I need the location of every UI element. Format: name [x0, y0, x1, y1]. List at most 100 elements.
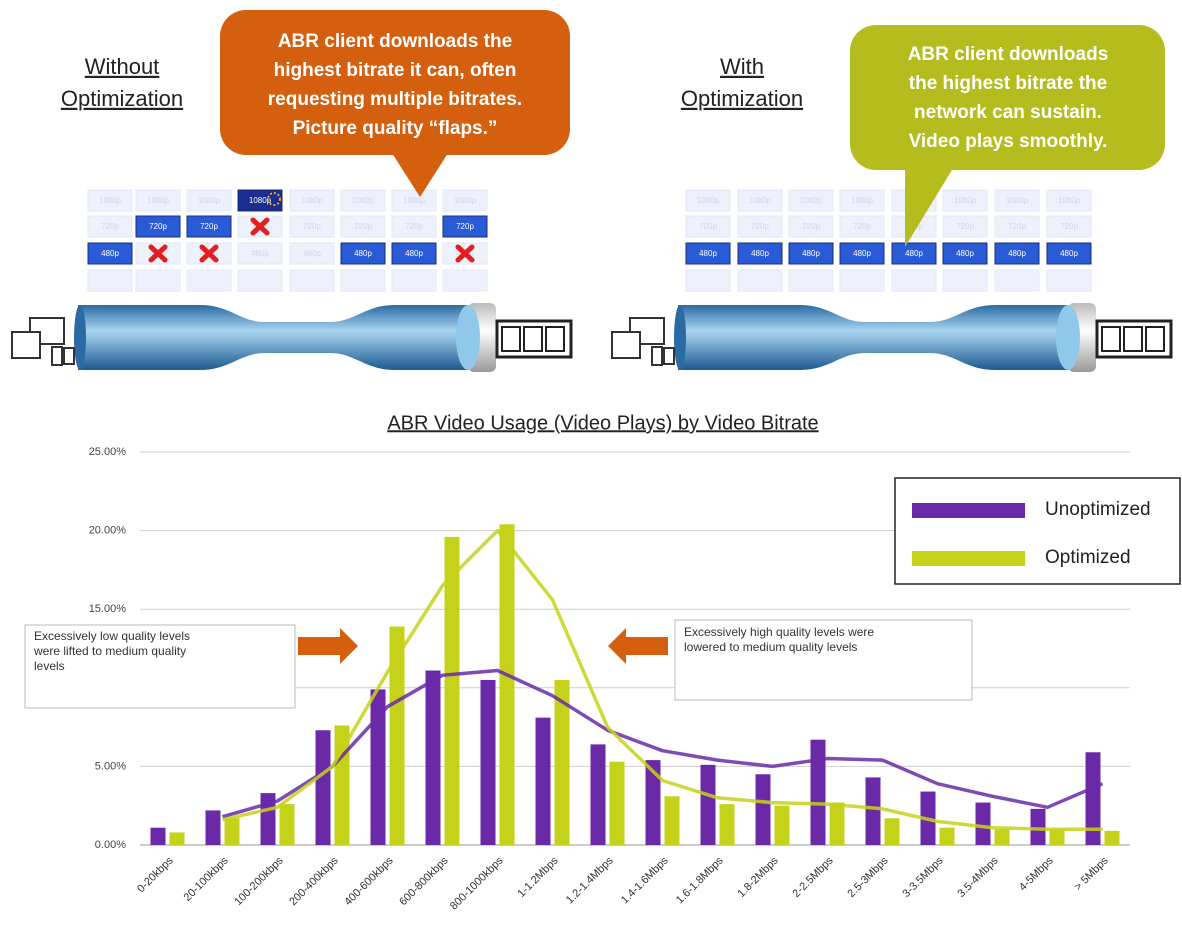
- bitrate-cell: [942, 242, 988, 265]
- film-frame: [501, 326, 521, 352]
- pipe-mouth: [1056, 305, 1080, 370]
- bitrate-cell: [135, 189, 181, 212]
- x-tick-label: 2-2.5Mbps: [790, 854, 836, 900]
- bitrate-cell: [891, 242, 937, 265]
- bitrate-cell: [340, 189, 386, 212]
- bitrate-cell: [737, 189, 783, 212]
- pipe: [78, 305, 468, 370]
- bar: [664, 796, 680, 845]
- x-tick-label: 20-100kbps: [182, 854, 231, 903]
- bitrate-cell: [87, 189, 133, 212]
- x-tick-label: 3-3.5Mbps: [900, 854, 946, 900]
- annotation-arrow: [608, 628, 668, 664]
- bitrate-label: 1080p: [1006, 196, 1029, 205]
- panel-title: Optimization: [681, 86, 803, 111]
- bitrate-cell: [237, 189, 283, 212]
- bar: [865, 777, 881, 845]
- bitrate-cell: [685, 242, 731, 265]
- bar: [1030, 808, 1046, 845]
- bitrate-label: 720p: [303, 222, 321, 231]
- x-tick-label: 3.5-4Mbps: [955, 854, 1001, 900]
- x-tick-label: 1.4-1.6Mbps: [619, 854, 671, 906]
- bitrate-label: 720p: [456, 222, 474, 231]
- bitrate-cell: [839, 189, 885, 212]
- pipe-end: [74, 305, 86, 370]
- bitrate-cell: [737, 242, 783, 265]
- bitrate-cell: [942, 215, 988, 238]
- y-tick-label: 25.00%: [89, 446, 127, 458]
- callout-text: Picture quality “flaps.”: [293, 118, 498, 139]
- callout-box: [850, 25, 1165, 170]
- device-phone: [651, 346, 663, 366]
- y-tick-label: 20.00%: [89, 525, 127, 537]
- annotation-text: lowered to medium quality levels: [684, 640, 857, 654]
- bitrate-label: 480p: [354, 249, 372, 258]
- bar: [700, 764, 716, 845]
- bar: [829, 802, 845, 845]
- cross-mark: [148, 244, 168, 263]
- bitrate-cell: [891, 269, 937, 292]
- x-tick-label: 400-600kbps: [342, 854, 396, 908]
- bitrate-cell: [737, 269, 783, 292]
- bitrate-label: 1080p: [301, 196, 324, 205]
- bar: [755, 774, 771, 845]
- bitrate-cell: [685, 269, 731, 292]
- loading-icon: [267, 192, 281, 206]
- annotation-text: were lifted to medium quality: [33, 644, 186, 658]
- bitrate-cell: [994, 189, 1040, 212]
- bitrate-label: 480p: [802, 249, 820, 258]
- bitrate-cell: [788, 215, 834, 238]
- bitrate-label: 1080p: [954, 196, 977, 205]
- callout-text: highest bitrate it can, often: [274, 60, 517, 81]
- bitrate-cell: [289, 189, 335, 212]
- bitrate-cell: [87, 242, 133, 265]
- bitrate-label: 480p: [699, 249, 717, 258]
- bitrate-label: 720p: [853, 222, 871, 231]
- annotation-text: Excessively low quality levels: [34, 629, 190, 643]
- bitrate-cell: [994, 242, 1040, 265]
- bitrate-label: 1080p: [697, 196, 720, 205]
- annotation-text: levels: [34, 659, 65, 673]
- legend-swatch: [912, 551, 1025, 566]
- cross-mark: [199, 244, 219, 263]
- bar: [719, 804, 735, 845]
- bitrate-label: 480p: [303, 249, 321, 258]
- bar: [535, 717, 551, 845]
- bar: [994, 829, 1010, 845]
- device-laptop: [11, 331, 41, 359]
- callout-text: the highest bitrate the: [909, 73, 1107, 94]
- film-frame: [1101, 326, 1121, 352]
- bar: [480, 679, 496, 845]
- callout-text: Video plays smoothly.: [909, 131, 1108, 152]
- chart-title: ABR Video Usage (Video Plays) by Video B…: [387, 412, 818, 434]
- bitrate-cell: [237, 242, 283, 265]
- panel-title: With: [720, 54, 764, 79]
- callout-box: [220, 10, 570, 155]
- callout-tail: [390, 150, 450, 197]
- bitrate-cell: [839, 242, 885, 265]
- x-tick-label: 1-1.2Mbps: [515, 854, 561, 900]
- x-tick-label: > 5Mbps: [1072, 854, 1111, 893]
- bitrate-cell: [1046, 242, 1092, 265]
- annotation-box: [674, 619, 973, 701]
- bitrate-cell: [685, 215, 731, 238]
- bitrate-cell: [442, 215, 488, 238]
- panel-title: Without: [85, 54, 160, 79]
- film-frame: [1123, 326, 1143, 352]
- bitrate-label: 480p: [956, 249, 974, 258]
- bitrate-label: 480p: [853, 249, 871, 258]
- bitrate-cell: [1046, 269, 1092, 292]
- bitrate-cell: [289, 215, 335, 238]
- bitrate-cell: [737, 215, 783, 238]
- x-tick-label: 200-400kbps: [287, 854, 341, 908]
- device-tablet: [663, 347, 675, 365]
- pipe-mouth: [456, 305, 480, 370]
- annotation-box: [24, 624, 296, 709]
- bitrate-cell: [442, 269, 488, 292]
- bitrate-cell: [87, 269, 133, 292]
- x-tick-label: 1.6-1.8Mbps: [674, 854, 726, 906]
- bitrate-cell: [391, 189, 437, 212]
- bitrate-cell: [391, 242, 437, 265]
- bitrate-cell: [289, 269, 335, 292]
- bar: [315, 730, 331, 845]
